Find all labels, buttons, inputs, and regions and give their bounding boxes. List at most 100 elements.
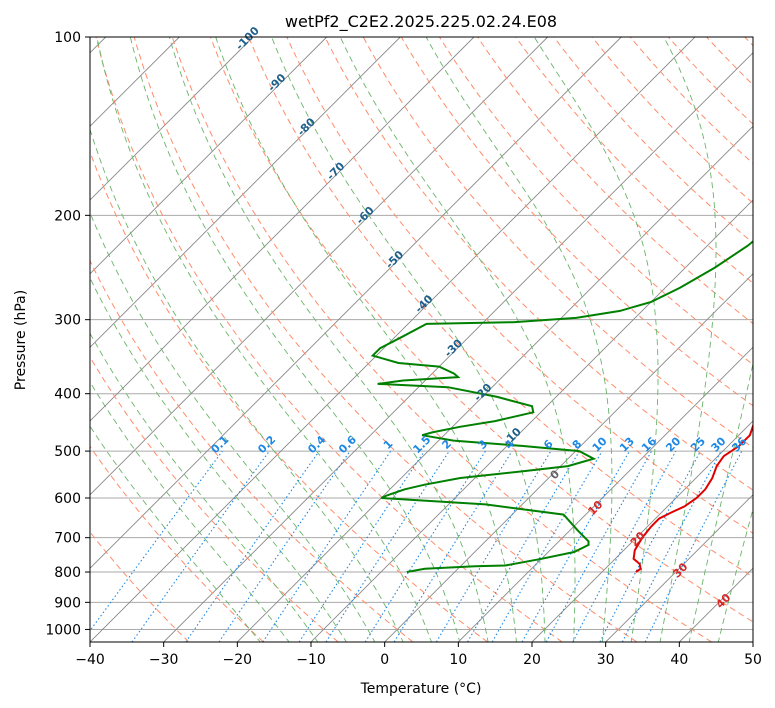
mixing-ratio-line (131, 450, 270, 642)
mixing-ratio-label: 13 (617, 435, 637, 455)
isotherm-line (531, 420, 753, 642)
isotherm-line (90, 37, 401, 348)
dry-adiabat-line (668, 37, 753, 125)
isotherm-label: 30 (670, 560, 690, 580)
isotherm-label: -30 (442, 336, 465, 359)
isotherm-line (90, 37, 475, 422)
chart-title: wetPf2_C2E2.2025.225.02.24.E08 (285, 12, 557, 32)
moist-adiabat-line (96, 37, 432, 642)
isotherm-label: -50 (383, 248, 406, 271)
moist-adiabat-line (215, 37, 517, 642)
dry-adiabat-line (90, 150, 488, 642)
y-tick-label: 400 (54, 387, 81, 403)
y-tick-label: 800 (54, 565, 81, 581)
dry-adiabat-line (400, 37, 753, 407)
moist-adiabat-line (339, 37, 576, 642)
mixing-ratio-label: 0.4 (305, 433, 328, 456)
dry-adiabat-line (438, 37, 753, 366)
x-axis: −40 −30 −20 −10 0 10 20 30 40 50 (75, 642, 762, 668)
moist-adiabat-line (90, 211, 376, 642)
temperature-profile (632, 422, 753, 573)
x-axis-title: Temperature (°C) (360, 681, 482, 697)
x-tick-label: 20 (523, 652, 541, 668)
mixing-ratio-line (545, 450, 653, 642)
isotherm-line (752, 641, 753, 642)
y-tick-label: 200 (54, 208, 81, 224)
moist-adiabat-line (271, 37, 546, 642)
moist-adiabat-line (90, 425, 261, 642)
isotherm-line (90, 37, 622, 569)
isotherm-line (163, 52, 753, 642)
y-tick-label: 1000 (45, 622, 81, 638)
moist-adiabat-line (717, 507, 753, 642)
isotherm-label: 0 (548, 467, 563, 482)
mixing-ratio-line (572, 450, 677, 642)
y-tick-label: 600 (54, 491, 81, 507)
dry-adiabat-line (133, 37, 638, 642)
x-tick-label: 0 (380, 652, 389, 668)
dry-adiabat-line (90, 356, 339, 642)
y-tick-label: 100 (54, 30, 81, 46)
mixing-ratio-line (599, 450, 701, 642)
mixing-ratio-line (262, 450, 392, 642)
x-tick-label: −10 (296, 652, 326, 668)
mixing-ratio-label: 3 (476, 437, 491, 452)
y-tick-label: 300 (54, 313, 81, 329)
isotherm-line (457, 346, 753, 642)
isotherm-line (310, 199, 753, 642)
dry-adiabat-line (171, 37, 712, 642)
dry-adiabat-line (362, 37, 753, 449)
isotherm-line (605, 494, 753, 642)
x-tick-label: 30 (597, 652, 615, 668)
isotherm-line (90, 37, 696, 642)
dry-adiabat-line (591, 37, 753, 204)
moist-adiabat-line (425, 37, 613, 642)
mixing-ratio-line (393, 450, 513, 642)
plot-frame (89, 36, 754, 643)
moist-adiabat-line (659, 37, 717, 642)
isotherm-line (678, 567, 753, 642)
y-axis-title: Pressure (hPa) (13, 290, 29, 390)
isotherm-label: -100 (233, 24, 262, 53)
moist-adiabat-line (90, 381, 290, 642)
mixing-ratio-line (185, 450, 320, 642)
dry-adiabat-line (90, 445, 264, 642)
mixing-ratio-line (325, 450, 450, 642)
dewpoint-profile (370, 240, 753, 573)
y-tick-label: 700 (54, 531, 81, 547)
moist-adiabat-line (533, 37, 659, 642)
reference-labels: -100-90-80-70-60-50-40-30-20-10010203040… (208, 24, 749, 611)
moist-adiabat-line (168, 37, 489, 642)
mixing-ratio-line (90, 450, 223, 632)
background-lines (90, 37, 753, 642)
y-tick-label: 500 (54, 444, 81, 460)
isotherm-label: -70 (324, 159, 347, 182)
moist-adiabat-line (90, 127, 404, 642)
mixing-ratio-line (218, 450, 351, 642)
mixing-ratio-label: 0.1 (208, 433, 231, 456)
x-tick-label: 50 (744, 652, 762, 668)
dry-adiabat-line (286, 37, 753, 534)
mixing-ratio-line (521, 450, 630, 642)
dry-adiabat-line (629, 37, 753, 165)
isotherm-line (384, 273, 753, 642)
x-tick-label: 10 (449, 652, 467, 668)
mixing-ratio-line (467, 450, 580, 642)
isotherm-label: -90 (265, 71, 288, 94)
y-axis: 1000 900 800 700 600 500 400 300 200 100 (45, 30, 90, 638)
x-tick-label: −40 (75, 652, 105, 668)
dry-adiabat-line (744, 37, 753, 47)
isotherm-label: 10 (585, 498, 605, 518)
mixing-ratio-line (644, 450, 743, 642)
mixing-ratio-line (298, 450, 425, 642)
moist-adiabat-line (688, 361, 753, 642)
moist-adiabat-line (129, 37, 461, 642)
dry-adiabat-line (553, 37, 753, 244)
mixing-ratio-label: 25 (688, 435, 708, 455)
isotherm-line (90, 37, 549, 496)
isotherm-label: -60 (354, 204, 377, 227)
dry-adiabat-line (248, 37, 753, 578)
isotherm-label: -80 (295, 115, 318, 138)
x-tick-label: −30 (149, 652, 179, 668)
